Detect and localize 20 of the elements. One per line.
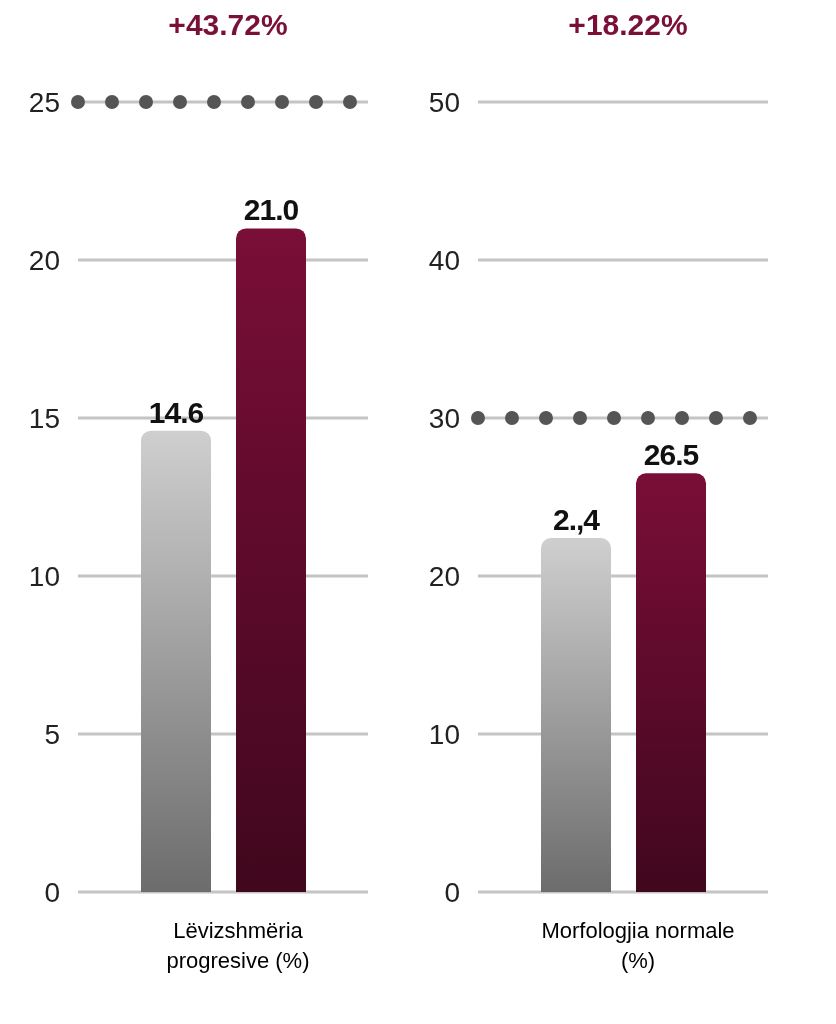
y-tick-label: 0 <box>44 876 60 908</box>
data-label: 2.,4 <box>552 503 601 537</box>
data-label: 14.6 <box>148 395 204 429</box>
chart-title: +43.72% <box>167 8 289 43</box>
y-tick-label: 10 <box>28 560 60 592</box>
x-axis-title: Lëvizshmëria progresive (%) <box>165 917 311 975</box>
y-tick-label: 50 <box>428 86 460 118</box>
chart-title: +18.22% <box>567 8 689 43</box>
y-tick-label: 40 <box>428 244 460 276</box>
y-tick-label: 20 <box>428 560 460 592</box>
y-tick-label: 25 <box>28 86 60 118</box>
y-tick-label: 20 <box>28 244 60 276</box>
y-tick-label: 5 <box>44 718 60 750</box>
y-tick-label: 0 <box>444 876 460 908</box>
data-label: 21.0 <box>243 193 299 227</box>
x-axis-title: Morfologjia normale (%) <box>540 917 736 975</box>
y-tick-label: 15 <box>28 402 60 434</box>
y-tick-label: 10 <box>428 718 460 750</box>
y-tick-label: 30 <box>428 402 460 434</box>
data-label: 26.5 <box>643 438 699 472</box>
